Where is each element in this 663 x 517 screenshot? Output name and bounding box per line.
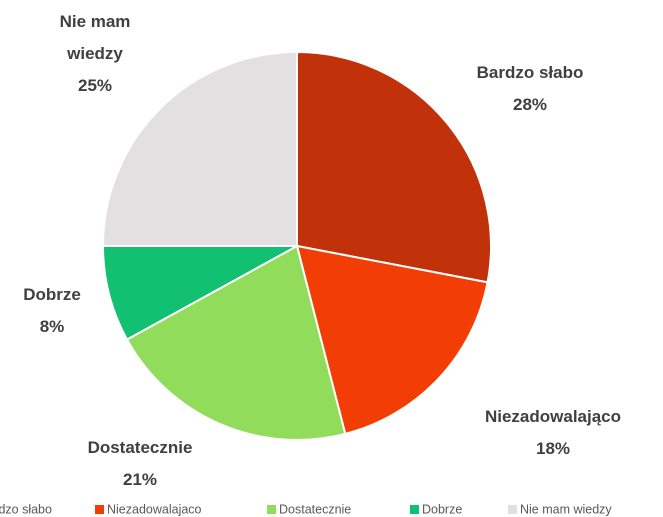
data-label-value: 25% xyxy=(77,76,113,95)
pie-slice xyxy=(101,50,298,247)
legend-marker xyxy=(267,505,276,514)
legend-label: Nie mam wiedzy xyxy=(520,502,612,516)
data-label-name: Dobrze xyxy=(23,285,81,304)
pie-slice xyxy=(101,245,298,341)
data-label-value: 8% xyxy=(39,317,65,336)
legend-marker xyxy=(410,505,419,514)
data-label-value: 18% xyxy=(535,439,571,458)
legend-label: Dobrze xyxy=(422,502,462,516)
data-label-name: Bardzo słabo xyxy=(476,63,584,82)
legend-label: Dostatecznie xyxy=(279,502,351,516)
data-label-value: 28% xyxy=(512,95,548,114)
pie-slice xyxy=(295,244,489,436)
data-label-value: 21% xyxy=(122,470,158,489)
data-label-name: Dostatecznie xyxy=(87,438,193,457)
data-label-name: Niezadowalająco xyxy=(484,407,622,426)
legend-marker xyxy=(508,505,517,514)
legend-label: Niezadowalajaco xyxy=(107,502,202,516)
data-label-name: Nie mam wiedzy xyxy=(59,12,131,63)
pie-slice xyxy=(125,244,347,441)
legend-marker xyxy=(95,505,104,514)
pie-slice xyxy=(296,50,492,284)
legend-label: Bardzo słabo xyxy=(0,502,52,516)
